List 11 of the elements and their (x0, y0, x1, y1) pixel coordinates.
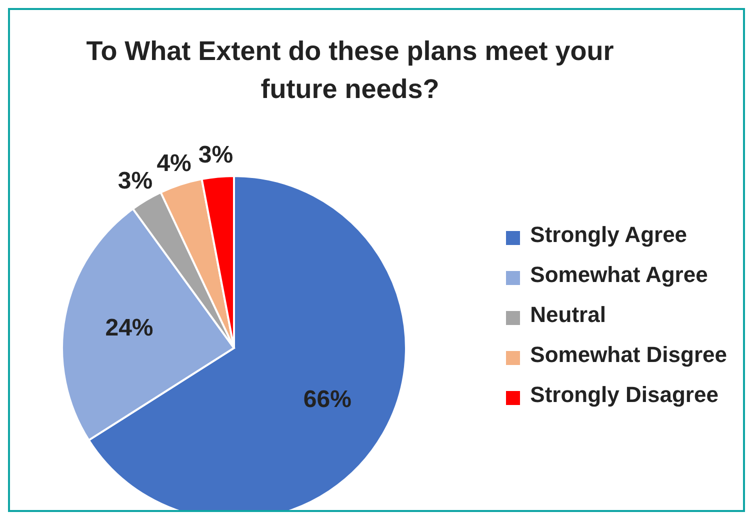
legend-label: Somewhat Disgree (530, 342, 727, 367)
data-label: 3% (118, 168, 153, 195)
legend-label: Strongly Agree (530, 222, 688, 247)
data-label: 24% (105, 314, 154, 342)
legend-label: Strongly Disagree (530, 382, 718, 407)
data-label: 66% (303, 386, 352, 413)
data-label: 4% (156, 150, 192, 177)
legend-label: Somewhat Agree (530, 262, 708, 287)
legend-label: Neutral (530, 302, 606, 327)
data-label: 3% (198, 141, 234, 168)
chart-title: To What Extent do these plans meet your future needs? (85, 35, 615, 106)
